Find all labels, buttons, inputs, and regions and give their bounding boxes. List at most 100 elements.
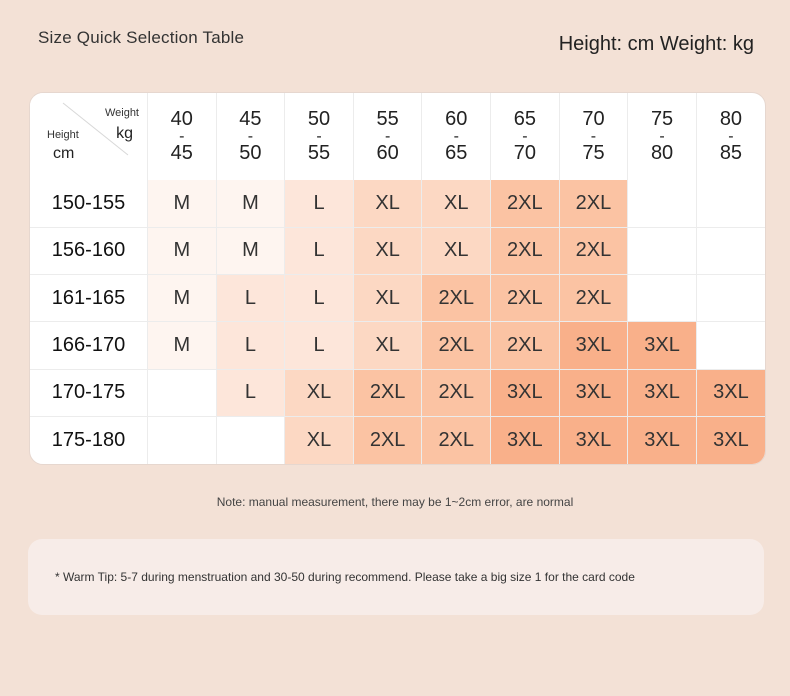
table-row: 156-160 M M L XL XL 2XL 2XL (30, 226, 765, 276)
warm-tip-text: * Warm Tip: 5-7 during menstruation and … (55, 570, 635, 584)
weight-range-separator: - (590, 128, 597, 145)
size-cell: 2XL (490, 180, 560, 228)
weight-range-from: 40 (170, 108, 193, 130)
size-cell: 3XL (558, 416, 629, 464)
size-cell: 2XL (490, 226, 560, 276)
weight-range-header: 65-70 (490, 93, 560, 180)
size-cell: 2XL (558, 226, 629, 276)
size-cell (695, 274, 765, 323)
size-cell: M (147, 180, 217, 228)
weight-range-to: 55 (307, 142, 331, 164)
size-cell (147, 368, 217, 418)
size-cell: M (147, 321, 217, 370)
size-cell (695, 180, 765, 228)
weight-range-separator: - (247, 128, 254, 145)
weight-range-to: 65 (445, 142, 468, 164)
size-table-body: 150-155 M M L XL XL 2XL 2XL 156-160 M M L XL XL 2XL 2XL… (30, 180, 765, 464)
weight-range-to: 45 (170, 142, 193, 164)
size-cell: 2XL (421, 321, 492, 370)
size-cell: 3XL (490, 368, 560, 418)
height-range-cell: 175-180 (30, 416, 148, 464)
weight-range-header: 70-75 (558, 93, 629, 180)
size-cell: 3XL (490, 416, 560, 464)
weight-range-separator: - (659, 128, 665, 145)
size-cell: 3XL (695, 416, 765, 464)
size-cell: XL (421, 180, 492, 228)
size-cell (215, 416, 286, 464)
size-cell: 3XL (627, 368, 697, 418)
size-cell: 2XL (490, 321, 560, 370)
weight-unit-label: kg (116, 125, 133, 142)
weight-range-to: 75 (582, 142, 605, 164)
weight-range-from: 80 (719, 108, 743, 130)
warm-tip-card: * Warm Tip: 5-7 during menstruation and … (28, 539, 764, 615)
height-range-cell: 166-170 (30, 321, 148, 370)
table-row: 150-155 M M L XL XL 2XL 2XL (30, 180, 765, 228)
size-cell (627, 226, 697, 276)
size-cell (627, 274, 697, 323)
size-cell: XL (352, 321, 423, 370)
size-cell (627, 180, 697, 228)
weight-range-from: 45 (239, 108, 262, 130)
diagonal-divider (62, 102, 129, 156)
size-cell: XL (352, 180, 423, 228)
size-cell: 2XL (558, 180, 629, 228)
table-row: 161-165 M L L XL 2XL 2XL 2XL (30, 274, 765, 323)
height-axis-label: Height (47, 129, 79, 141)
size-cell: L (215, 321, 286, 370)
size-cell: 3XL (558, 368, 629, 418)
weight-range-header: 75-80 (627, 93, 697, 180)
height-range-cell: 161-165 (30, 274, 148, 323)
size-cell: L (284, 321, 354, 370)
weight-range-header: 40-45 (147, 93, 217, 180)
size-cell: L (284, 180, 354, 228)
size-cell: XL (352, 274, 423, 323)
size-cell (147, 416, 217, 464)
weight-range-from: 50 (307, 108, 331, 130)
size-cell: 3XL (627, 321, 697, 370)
size-cell: XL (352, 226, 423, 276)
weight-range-to: 60 (376, 142, 399, 164)
height-range-cell: 156-160 (30, 226, 148, 276)
weight-range-header: 45-50 (215, 93, 286, 180)
size-cell: 2XL (352, 416, 423, 464)
size-cell: XL (284, 416, 354, 464)
size-cell: L (284, 274, 354, 323)
table-row: 170-175 L XL 2XL 2XL 3XL 3XL 3XL 3XL (30, 368, 765, 418)
weight-range-from: 70 (582, 108, 605, 130)
size-cell: 2XL (421, 416, 492, 464)
size-cell: 2XL (490, 274, 560, 323)
weight-range-header: 80-85 (695, 93, 765, 180)
size-table-card: Weight kg Height cm 40-45 45-50 50-55 55-60… (29, 92, 766, 465)
weight-range-from: 65 (513, 108, 536, 130)
height-range-cell: 170-175 (30, 368, 148, 418)
size-cell (695, 321, 765, 370)
weight-range-separator: - (522, 128, 528, 145)
page-title: Size Quick Selection Table (38, 28, 245, 47)
weight-range-from: 75 (650, 108, 674, 130)
weight-range-to: 85 (719, 142, 743, 164)
size-cell: M (215, 180, 286, 228)
weight-range-header: 60-65 (421, 93, 492, 180)
units-legend: Height: cm Weight: kg (558, 33, 754, 55)
size-cell: M (215, 226, 286, 276)
height-unit-label: cm (53, 145, 75, 162)
height-range-cell: 150-155 (30, 180, 148, 228)
weight-range-to: 80 (650, 142, 674, 164)
size-cell: M (147, 274, 217, 323)
table-row: 166-170 M L L XL 2XL 2XL 3XL 3XL (30, 321, 765, 370)
size-cell: L (284, 226, 354, 276)
size-cell: 3XL (558, 321, 629, 370)
weight-range-separator: - (453, 128, 459, 145)
weight-range-to: 50 (239, 142, 262, 164)
weight-range-separator: - (384, 128, 391, 145)
corner-cell: Weight kg Height cm (30, 93, 148, 180)
weight-range-separator: - (316, 128, 322, 145)
size-table: Weight kg Height cm 40-45 45-50 50-55 55-60… (30, 93, 765, 464)
weight-range-from: 60 (445, 108, 468, 130)
size-cell: 3XL (695, 368, 765, 418)
size-cell: 3XL (627, 416, 697, 464)
size-cell: XL (284, 368, 354, 418)
weight-axis-label: Weight (104, 107, 139, 119)
weight-range-from: 55 (376, 108, 399, 130)
